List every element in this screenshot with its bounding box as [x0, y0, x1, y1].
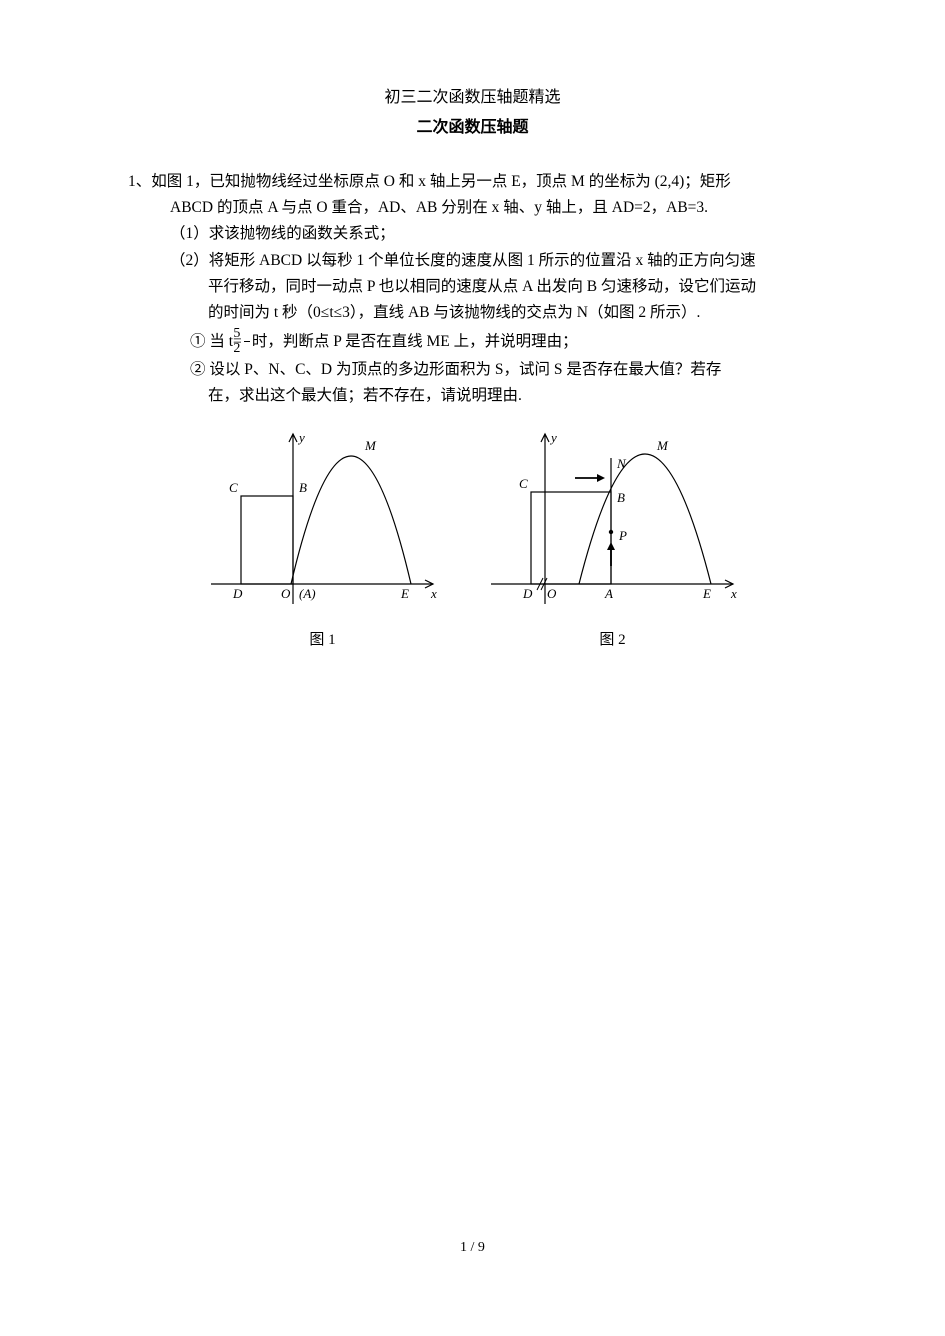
problem-line: 1、如图 1，已知抛物线经过坐标原点 O 和 x 轴上另一点 E，顶点 M 的坐… [128, 169, 817, 195]
svg-text:N: N [616, 456, 627, 471]
svg-text:D: D [232, 586, 243, 601]
figure-2-box: y x OD A E C B N M P 图 2 [483, 424, 743, 654]
svg-text:E: E [400, 586, 409, 601]
text-fragment: 时，判断点 P 是否在直线 ME 上，并说明理由； [252, 332, 578, 349]
svg-text:P: P [618, 528, 627, 543]
svg-text:y: y [297, 430, 305, 445]
svg-text:B: B [617, 490, 625, 505]
svg-text:D: D [522, 586, 533, 601]
problem-line: 在，求出这个最大值；若不存在，请说明理由. [208, 383, 817, 409]
svg-text:(A): (A) [299, 586, 316, 601]
svg-text:E: E [702, 586, 711, 601]
fraction-numerator: 5 [244, 327, 250, 343]
figure-1-box: y x O (A) M E C B D 图 1 [203, 424, 443, 654]
figure-2-diagram: y x OD A E C B N M P [483, 424, 743, 624]
svg-text:B: B [299, 480, 307, 495]
problem-subpart-2-2: ② 设以 P、N、C、D 为顶点的多边形面积为 S，试问 S 是否存在最大值？若… [190, 357, 817, 383]
problem-line: 的时间为 t 秒（0≤t≤3），直线 AB 与该抛物线的交点为 N（如图 2 所… [208, 300, 817, 326]
page-title: 二次函数压轴题 [128, 113, 817, 137]
problem-line: 平行移动，同时一动点 P 也以相同的速度从点 A 出发向 B 匀速移动，设它们运… [208, 274, 817, 300]
svg-text:O: O [281, 586, 291, 601]
svg-text:C: C [519, 476, 528, 491]
svg-text:M: M [656, 438, 669, 453]
svg-text:M: M [364, 438, 377, 453]
svg-text:C: C [229, 480, 238, 495]
page-number: 1 / 9 [0, 1240, 945, 1256]
svg-text:x: x [430, 586, 437, 601]
figure-2-label: 图 2 [599, 628, 625, 654]
problem-1: 1、如图 1，已知抛物线经过坐标原点 O 和 x 轴上另一点 E，顶点 M 的坐… [128, 169, 817, 654]
svg-text:O: O [547, 586, 557, 601]
problem-subpart-2-1: ① 当 t=52时，判断点 P 是否在直线 ME 上，并说明理由； [190, 327, 817, 357]
problem-line: ABCD 的顶点 A 与点 O 重合，AD、AB 分别在 x 轴、y 轴上，且 … [170, 195, 817, 221]
fraction-denominator: 2 [244, 342, 250, 357]
svg-text:y: y [549, 430, 557, 445]
page-supertitle: 初三二次函数压轴题精选 [128, 85, 817, 111]
problem-subpart-2: （2）将矩形 ABCD 以每秒 1 个单位长度的速度从图 1 所示的位置沿 x … [170, 248, 817, 274]
svg-text:x: x [730, 586, 737, 601]
figures-container: yxO(A)MECBD 图 1 yxODAECBNMP 图 2 [128, 424, 817, 654]
fraction: 52 [244, 327, 250, 357]
svg-text:A: A [604, 586, 613, 601]
problem-subpart-1: （1）求该抛物线的函数关系式； [170, 221, 817, 247]
figure-1-diagram: y x O (A) M E C B D [203, 424, 443, 624]
figure-1-label: 图 1 [309, 628, 335, 654]
